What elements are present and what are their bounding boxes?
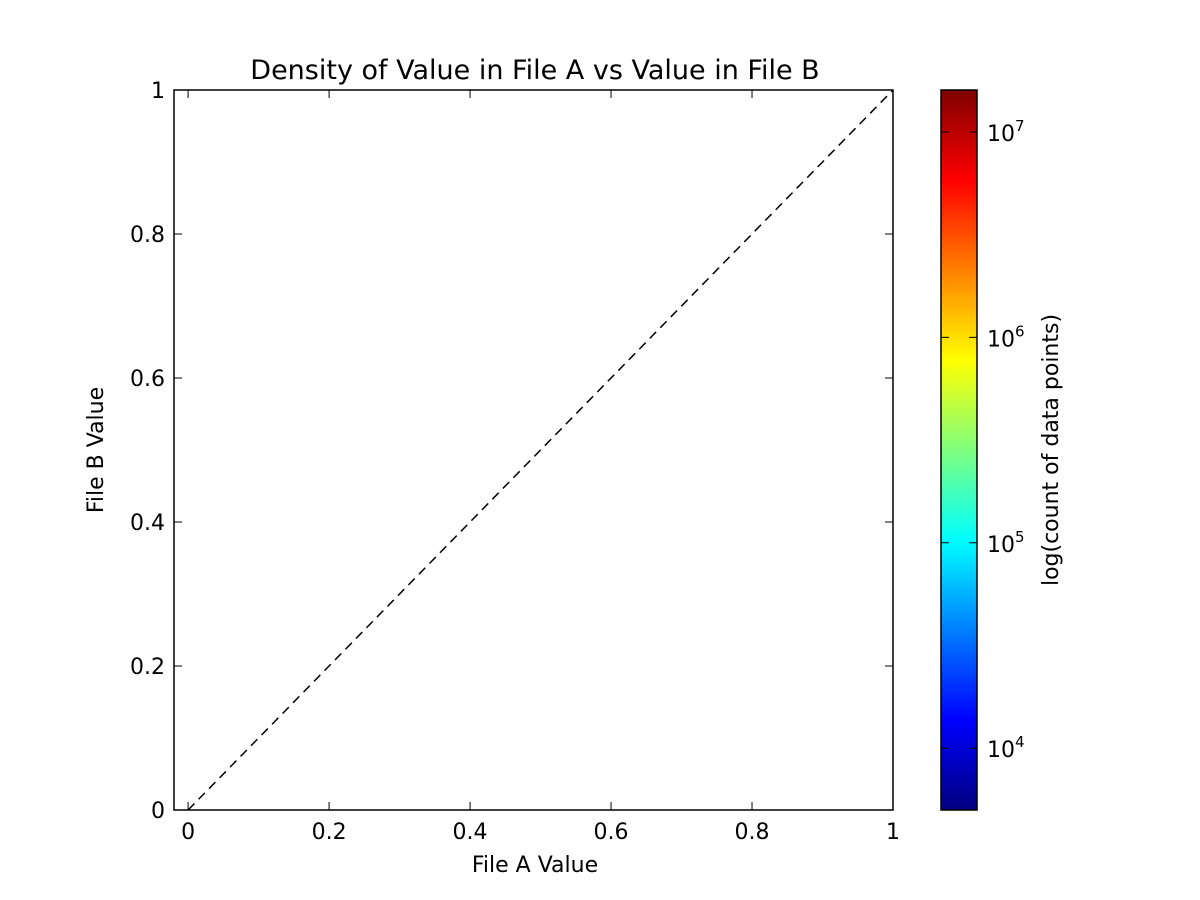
x-tick-label: 0.4 [453, 820, 488, 845]
x-tick-label: 0 [181, 820, 195, 845]
colorbar-ticks: 104 105 106 107 [941, 117, 1025, 763]
colorbar-label: log(count of data points) [1039, 314, 1064, 586]
colorbar-tick-label: 107 [987, 117, 1025, 147]
x-tick-label: 0.6 [594, 820, 629, 845]
x-axis-ticks: 0 0.2 0.4 0.6 0.8 1 [181, 90, 900, 845]
identity-reference-line [187, 89, 894, 811]
colorbar-gradient [940, 89, 978, 811]
colorbar-tick-label: 105 [987, 528, 1025, 558]
x-axis-label: File A Value [472, 853, 598, 878]
chart-title: Density of Value in File A vs Value in F… [250, 55, 819, 86]
y-tick-label: 0.8 [130, 223, 165, 248]
x-tick-label: 1 [886, 820, 900, 845]
y-tick-label: 0.2 [130, 655, 165, 680]
y-tick-label: 0.6 [130, 367, 165, 392]
colorbar: 104 105 106 107 log(count of data points) [940, 89, 1064, 811]
y-axis-ticks: 0 0.2 0.4 0.6 0.8 1 [130, 79, 893, 824]
plot-area: 0 0.2 0.4 0.6 0.8 1 0 0.2 0.4 0.6 0.8 1 [130, 79, 900, 845]
y-axis-label: File B Value [84, 387, 109, 513]
y-tick-label: 1 [151, 79, 165, 104]
plot-frame [173, 89, 894, 811]
colorbar-tick-label: 104 [987, 733, 1025, 763]
y-tick-label: 0 [151, 799, 165, 824]
x-tick-label: 0.2 [312, 820, 347, 845]
colorbar-tick-label: 106 [987, 322, 1025, 352]
y-tick-label: 0.4 [130, 511, 165, 536]
x-tick-label: 0.8 [735, 820, 770, 845]
